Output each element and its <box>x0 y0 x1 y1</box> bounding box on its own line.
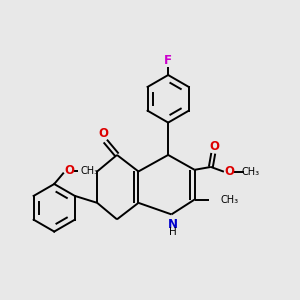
Text: CH₃: CH₃ <box>242 167 260 177</box>
Text: CH₃: CH₃ <box>80 166 98 176</box>
Text: O: O <box>224 164 234 178</box>
Text: O: O <box>65 164 75 177</box>
Text: N: N <box>168 218 178 231</box>
Text: O: O <box>209 140 219 152</box>
Text: CH₃: CH₃ <box>220 194 238 205</box>
Text: O: O <box>99 127 109 140</box>
Text: H: H <box>169 226 177 237</box>
Text: F: F <box>164 54 172 67</box>
